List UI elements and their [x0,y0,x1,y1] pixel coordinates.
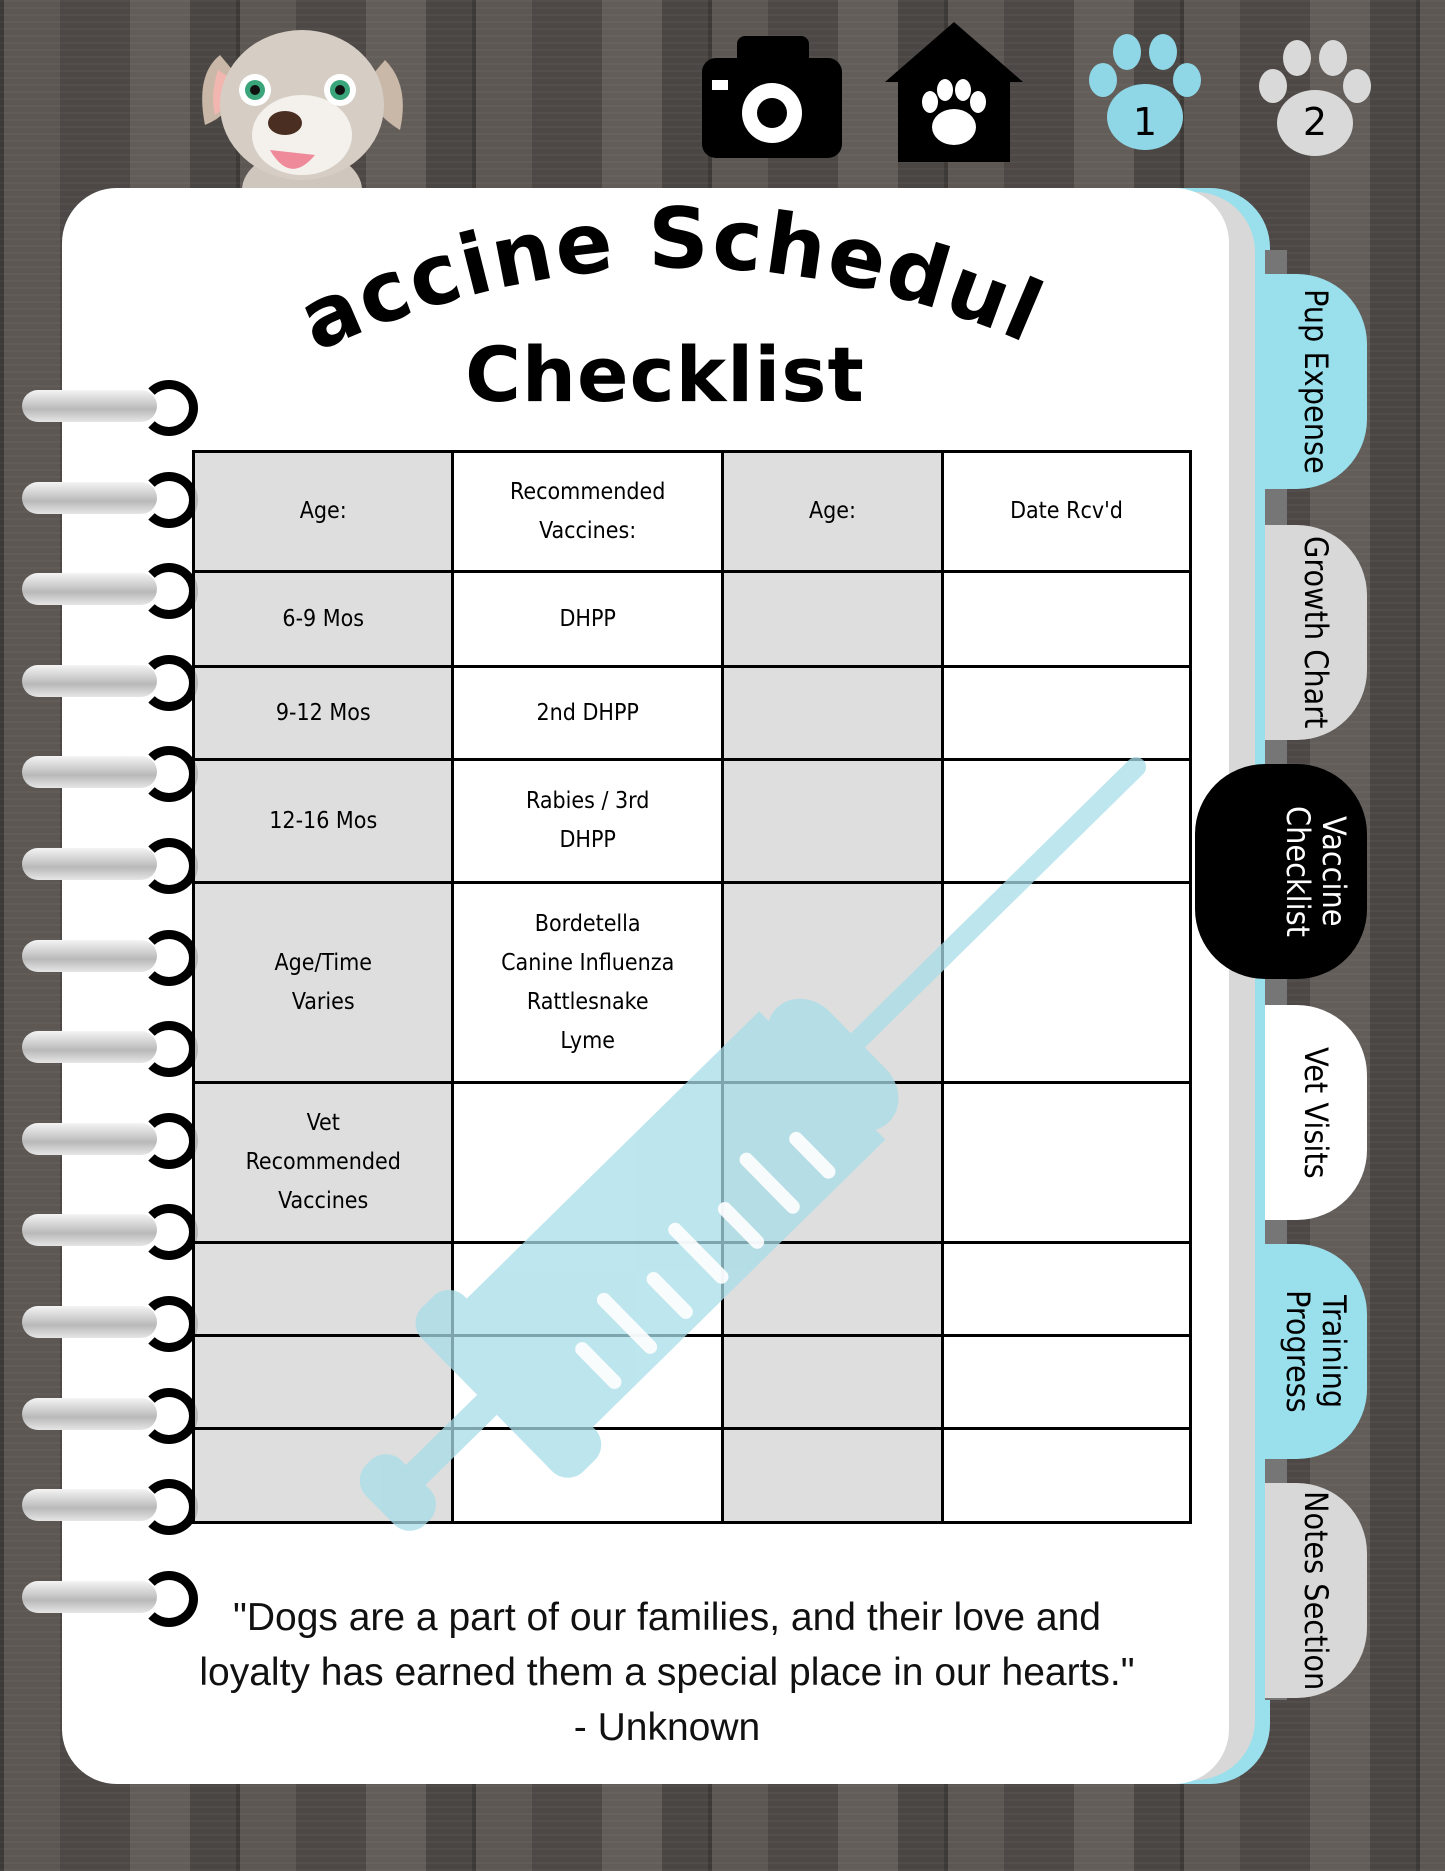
table-cell[interactable] [720,1081,944,1244]
tab-vet-visits[interactable]: Vet Visits [1265,1005,1367,1220]
spiral-ring [22,563,198,620]
tab-label: Pup Expense [1297,289,1335,474]
spiral-ring [22,1479,198,1536]
table-row: Vet Recommended Vaccines [191,1081,1193,1244]
quote-author: - Unknown [573,1706,761,1749]
table-cell[interactable] [940,1241,1193,1337]
tab-growth-chart[interactable]: Growth Chart [1265,525,1367,740]
table-cell[interactable] [940,570,1193,668]
table-cell [191,1241,455,1337]
tab-label: Vaccine Checklist [1279,806,1353,937]
table-cell: 2nd DHPP [451,665,724,761]
table-row: 9-12 Mos 2nd DHPP [191,665,1193,761]
table-cell [451,1334,724,1430]
quote: "Dogs are a part of our families, and th… [62,1590,1272,1755]
spiral-ring [22,838,198,894]
table-cell: Vet Recommended Vaccines [191,1081,455,1244]
tab-label: Growth Chart [1297,536,1335,729]
spiral-ring [22,1021,198,1078]
tab-label: Notes Section [1297,1490,1335,1691]
spiral-ring [22,1112,198,1169]
table-cell: Bordetella Canine Influenza Rattlesnake … [451,881,724,1084]
table-cell[interactable] [940,758,1193,884]
table-cell: 9-12 Mos [191,665,455,761]
column-header: Age: [191,450,455,573]
paw-icon[interactable]: 2 [1255,38,1375,158]
page-title: Vaccine Schedule [290,205,1050,355]
table-row [191,1427,1193,1524]
tab-pup-expense[interactable]: Pup Expense [1265,274,1367,489]
paw-icon[interactable]: 1 [1085,32,1205,152]
spiral-ring [22,471,198,528]
table-cell[interactable] [940,881,1193,1084]
spiral-ring [22,1296,198,1352]
column-header: Date Rcv'd [940,450,1193,573]
table-cell: Age/Time Varies [191,881,455,1084]
spiral-ring [22,746,198,803]
vaccine-table: Age: Recommended Vaccines: Age: Date Rcv'd 6… [191,450,1193,1524]
table-cell[interactable] [940,1427,1193,1524]
table-cell[interactable] [720,1241,944,1337]
pet-house-icon[interactable] [885,22,1023,162]
tab-label: Training Progress [1279,1290,1353,1413]
tab-vaccine-checklist[interactable]: Vaccine Checklist [1195,764,1367,979]
table-cell [191,1334,455,1430]
quote-line: loyalty has earned them a special place … [199,1651,1135,1694]
table-row: 12-16 Mos Rabies / 3rd DHPP [191,758,1193,884]
table-cell: 6-9 Mos [191,570,455,668]
table-cell[interactable] [720,665,944,761]
page-subtitle: Checklist [465,330,865,419]
camera-icon[interactable] [702,28,842,160]
paw-label: 2 [1302,100,1328,144]
table-cell[interactable] [940,1081,1193,1244]
spiral-ring [22,929,198,986]
table-header-row: Age: Recommended Vaccines: Age: Date Rcv'd [191,450,1193,573]
table-cell: DHPP [451,570,724,668]
tab-notes-section[interactable]: Notes Section [1265,1483,1367,1698]
column-header: Recommended Vaccines: [451,450,724,573]
spiral-ring [22,1570,198,1627]
table-cell[interactable] [720,758,944,884]
table-cell[interactable] [940,1334,1193,1430]
table-cell[interactable] [720,570,944,668]
table-row: 6-9 Mos DHPP [191,570,1193,668]
quote-line: "Dogs are a part of our families, and th… [233,1596,1101,1639]
tab-label: Vet Visits [1297,1046,1335,1179]
table-cell[interactable] [720,1334,944,1430]
table-cell[interactable] [720,1427,944,1524]
table-cell[interactable] [940,665,1193,761]
column-header: Age: [720,450,944,573]
table-cell [191,1427,455,1524]
table-cell [451,1427,724,1524]
paw-label: 1 [1132,100,1158,144]
spiral-ring [22,1204,198,1261]
table-cell: Rabies / 3rd DHPP [451,758,724,884]
spiral-ring [22,380,198,436]
table-cell[interactable] [720,881,944,1084]
spiral-ring [22,654,198,711]
table-cell [451,1241,724,1337]
tab-training-progress[interactable]: Training Progress [1265,1244,1367,1459]
table-cell: 12-16 Mos [191,758,455,884]
puppy-illustration [202,30,403,190]
table-row [191,1334,1193,1430]
table-cell [451,1081,724,1244]
spiral-ring [22,1387,198,1444]
table-row: Age/Time Varies Bordetella Canine Influen… [191,881,1193,1084]
table-row [191,1241,1193,1337]
